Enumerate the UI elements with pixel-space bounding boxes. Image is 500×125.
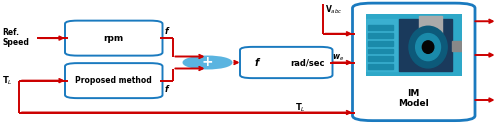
Text: Ref.
Speed: Ref. Speed [2, 28, 30, 47]
Text: +: + [202, 55, 213, 69]
FancyBboxPatch shape [65, 63, 162, 98]
Text: T$_e$: T$_e$ [499, 49, 500, 61]
Text: Proposed method: Proposed method [76, 76, 152, 85]
Text: f: f [165, 85, 168, 94]
Text: rad/sec: rad/sec [290, 58, 325, 67]
Text: IM
Model: IM Model [398, 89, 429, 108]
FancyBboxPatch shape [65, 21, 162, 56]
Text: rpm: rpm [104, 34, 124, 43]
Text: N: N [499, 96, 500, 104]
Text: f: f [255, 58, 259, 68]
FancyBboxPatch shape [352, 3, 475, 121]
Circle shape [184, 56, 232, 68]
Text: f: f [165, 27, 168, 36]
Text: w$_e$: w$_e$ [332, 52, 344, 63]
FancyBboxPatch shape [240, 47, 332, 78]
Text: T$_L$: T$_L$ [2, 74, 13, 87]
Text: i$_{abc}$: i$_{abc}$ [499, 15, 500, 28]
Text: V$_{abc}$: V$_{abc}$ [325, 4, 342, 16]
Text: T$_L$: T$_L$ [294, 101, 306, 114]
